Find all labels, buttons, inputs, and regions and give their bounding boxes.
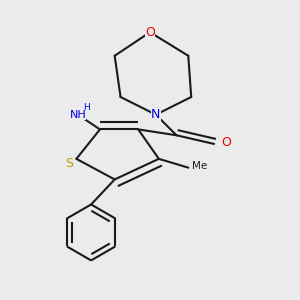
- Text: N: N: [151, 108, 160, 121]
- Text: O: O: [222, 136, 232, 149]
- Text: O: O: [145, 26, 155, 39]
- Text: NH: NH: [70, 110, 86, 120]
- Text: S: S: [65, 157, 73, 170]
- Text: Me: Me: [192, 161, 208, 171]
- Text: H: H: [83, 103, 90, 112]
